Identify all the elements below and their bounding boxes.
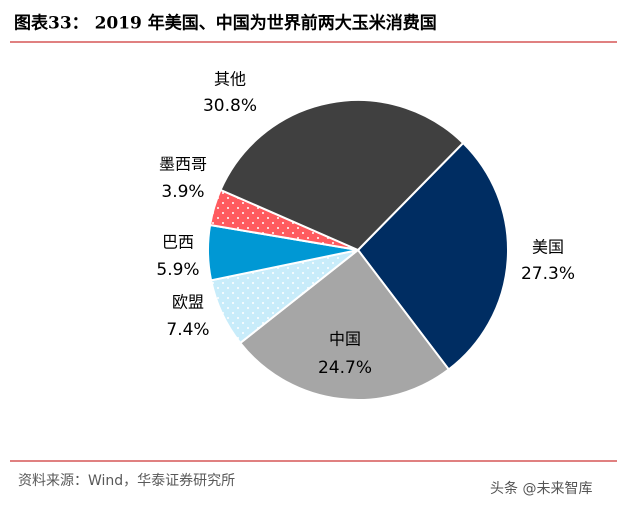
value-label: 3.9% xyxy=(161,182,204,202)
value-label: 24.7% xyxy=(318,358,372,378)
value-label: 30.8% xyxy=(203,96,257,116)
watermark: 头条 @未来智库 xyxy=(490,480,592,497)
slice-label: 其他 xyxy=(214,70,246,89)
pie-slice xyxy=(238,248,451,401)
slice-pattern xyxy=(210,189,358,250)
source: 资料来源：Wind，华泰证券研究所 xyxy=(18,473,235,489)
slice-label: 中国 xyxy=(329,330,361,349)
pie: 美国 27.3% 中国 24.7% 欧盟 7.4% 巴西 5.9% 墨西哥 3.9% 其他 30.8% xyxy=(156,70,575,401)
value-label: 5.9% xyxy=(156,260,199,280)
pie-slice xyxy=(219,99,465,252)
value-label: 7.4% xyxy=(166,320,209,340)
slice-label: 墨西哥 xyxy=(159,155,207,174)
slice-label: 美国 xyxy=(532,238,564,257)
slice-label: 巴西 xyxy=(162,233,194,252)
title: 图表33： 2019 年美国、中国为世界前两大玉米消费国 xyxy=(14,13,437,34)
value-label: 27.3% xyxy=(521,264,575,284)
slice-label: 欧盟 xyxy=(172,293,204,312)
pie-slice xyxy=(356,141,509,371)
